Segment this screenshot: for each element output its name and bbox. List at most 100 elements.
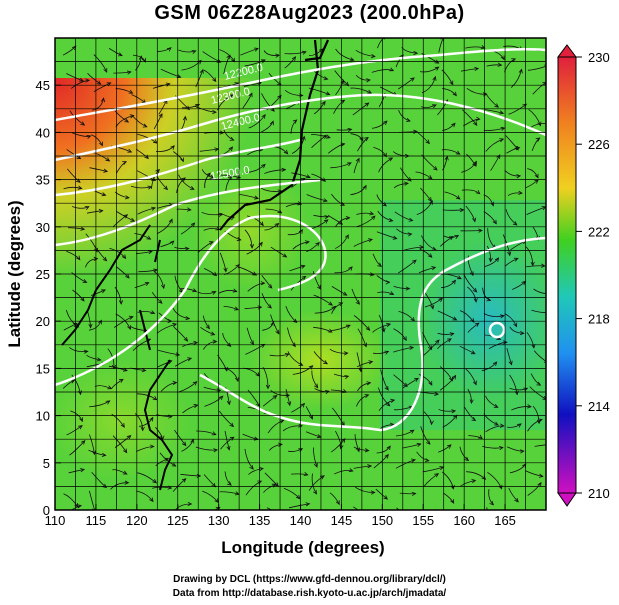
streamline-arrow bbox=[160, 284, 166, 290]
streamline bbox=[378, 157, 393, 173]
streamline bbox=[327, 143, 345, 154]
streamline-arrow bbox=[430, 304, 435, 310]
streamline bbox=[112, 214, 128, 228]
streamline bbox=[459, 446, 469, 461]
streamline bbox=[130, 185, 152, 189]
streamline-arrow bbox=[182, 115, 188, 121]
streamline bbox=[459, 480, 476, 487]
streamline bbox=[442, 123, 456, 131]
streamline bbox=[393, 182, 409, 189]
streamline bbox=[197, 291, 216, 295]
streamline bbox=[372, 120, 388, 129]
streamline-arrow bbox=[368, 360, 374, 365]
streamline-arrow bbox=[123, 448, 128, 454]
colorbar-top-arrow bbox=[557, 44, 577, 58]
streamline-arrow bbox=[347, 127, 353, 133]
streamline bbox=[313, 447, 318, 468]
map-title: GSM 06Z28Aug2023 (200.0hPa) bbox=[154, 2, 465, 24]
streamline bbox=[529, 122, 546, 129]
streamline-arrow bbox=[392, 235, 398, 240]
streamline-arrow bbox=[366, 78, 371, 83]
streamline bbox=[437, 310, 457, 321]
streamline-arrow bbox=[344, 81, 350, 87]
streamline-arrow bbox=[315, 241, 320, 247]
streamline-arrow bbox=[364, 136, 369, 142]
streamline-arrow bbox=[80, 440, 86, 445]
streamline bbox=[174, 275, 183, 293]
streamline-arrow bbox=[193, 403, 199, 409]
streamline bbox=[91, 134, 103, 146]
streamline bbox=[63, 186, 82, 190]
streamline-arrow bbox=[212, 77, 217, 83]
streamline bbox=[291, 172, 311, 178]
streamline-arrow bbox=[195, 104, 200, 109]
streamline bbox=[71, 374, 81, 395]
streamline bbox=[157, 219, 173, 234]
streamline bbox=[264, 223, 279, 231]
streamline-arrow bbox=[98, 208, 104, 214]
streamline-arrow bbox=[478, 228, 483, 233]
streamline-arrow bbox=[470, 350, 476, 355]
streamline bbox=[372, 253, 382, 267]
streamline-arrow bbox=[80, 121, 86, 126]
streamline-arrow bbox=[313, 532, 316, 536]
streamline-arrow bbox=[323, 219, 329, 224]
streamline bbox=[423, 339, 440, 356]
streamline bbox=[398, 311, 415, 322]
streamline-arrow bbox=[471, 479, 477, 484]
streamline-arrow bbox=[181, 441, 187, 447]
streamline bbox=[335, 80, 344, 96]
streamline bbox=[397, 259, 417, 274]
streamline-arrow bbox=[208, 241, 214, 245]
streamline-arrow bbox=[408, 217, 414, 222]
streamline-arrow bbox=[324, 390, 330, 395]
streamline bbox=[160, 382, 177, 392]
streamline bbox=[533, 288, 546, 294]
streamline-arrow bbox=[459, 208, 465, 213]
streamline-arrow bbox=[537, 418, 543, 423]
streamline-arrow bbox=[122, 161, 128, 165]
streamline-arrow bbox=[269, 120, 274, 126]
streamline bbox=[203, 474, 216, 487]
streamline-arrow bbox=[519, 449, 525, 454]
streamline-arrow bbox=[349, 57, 355, 62]
streamline-arrow bbox=[384, 350, 390, 355]
streamline-arrow bbox=[472, 287, 478, 293]
streamline-arrow bbox=[364, 448, 370, 453]
streamline bbox=[89, 167, 108, 172]
streamline bbox=[506, 348, 512, 365]
streamline-arrow bbox=[322, 134, 328, 139]
streamline-arrow bbox=[389, 291, 395, 295]
streamline-arrow bbox=[298, 362, 304, 366]
streamline-arrow bbox=[215, 226, 221, 231]
streamline-arrow bbox=[155, 168, 160, 174]
streamline-arrow bbox=[369, 211, 375, 216]
streamline-arrow bbox=[492, 219, 497, 225]
streamline bbox=[112, 469, 127, 475]
streamline bbox=[131, 94, 146, 104]
streamline bbox=[292, 365, 313, 375]
y-tick-label: 25 bbox=[36, 267, 50, 282]
streamline bbox=[482, 445, 503, 449]
streamline bbox=[308, 87, 330, 95]
streamline bbox=[376, 231, 397, 239]
streamline-arrow bbox=[404, 181, 409, 186]
streamline-arrow bbox=[143, 529, 146, 533]
streamline bbox=[306, 194, 328, 202]
streamline-arrow bbox=[522, 103, 528, 108]
streamline-arrow bbox=[128, 315, 134, 320]
streamline-arrow bbox=[409, 429, 415, 434]
streamline bbox=[66, 168, 81, 183]
streamline-arrow bbox=[472, 160, 477, 166]
streamline-arrow bbox=[103, 168, 109, 173]
streamline-arrow bbox=[410, 77, 415, 82]
streamline bbox=[444, 191, 461, 200]
streamline bbox=[115, 266, 130, 279]
streamline-arrow bbox=[147, 250, 153, 255]
streamline bbox=[334, 469, 353, 475]
streamline bbox=[416, 451, 429, 462]
streamline bbox=[179, 288, 197, 292]
streamline-arrow bbox=[497, 62, 503, 67]
streamline bbox=[393, 328, 407, 341]
